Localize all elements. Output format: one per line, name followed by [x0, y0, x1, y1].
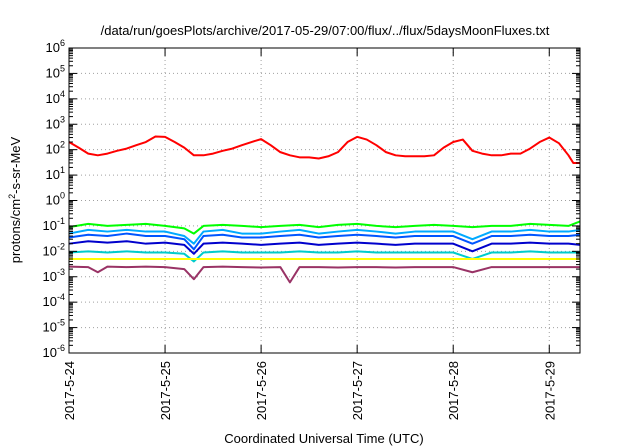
y-tick-base: 10 — [43, 218, 57, 233]
x-tick-label: 2017-5-29 — [542, 361, 557, 420]
y-tick-base: 10 — [46, 65, 60, 80]
series-line-4 — [68, 232, 581, 251]
grid-lines — [69, 48, 580, 353]
x-ticks: 2017-5-24 2017-5-25 2017-5-26 2017-5-27 2017… — [62, 48, 557, 420]
y-tick-base: 10 — [43, 320, 57, 335]
series-lines — [68, 135, 581, 284]
x-tick-label: 2017-5-25 — [158, 361, 173, 420]
y-tick-base: 10 — [43, 269, 57, 284]
y-tick-exponent: 0 — [60, 191, 65, 201]
y-tick-exponent: -1 — [57, 216, 65, 226]
y-tick-base: 10 — [46, 91, 60, 106]
x-tick-label: 2017-5-26 — [254, 361, 269, 420]
series-line-6 — [68, 250, 580, 263]
y-tick-label: 104 — [46, 89, 65, 106]
y-axis-title-base: protons/cm — [8, 199, 23, 263]
series-line-5 — [68, 240, 581, 255]
y-tick-exponent: -5 — [57, 318, 65, 328]
y-tick-base: 10 — [46, 167, 60, 182]
series-line-1 — [68, 135, 580, 164]
y-tick-exponent: -3 — [57, 267, 65, 277]
y-tick-label: 103 — [46, 114, 65, 131]
series-line-2 — [68, 220, 581, 235]
y-tick-base: 10 — [46, 40, 60, 55]
x-tick-label: 2017-5-27 — [350, 361, 365, 420]
y-tick-label: 10-3 — [43, 267, 65, 284]
y-tick-exponent: 1 — [60, 165, 65, 175]
x-tick-label: 2017-5-24 — [62, 361, 77, 420]
y-tick-exponent: 4 — [60, 89, 65, 99]
series-line-3 — [68, 228, 581, 245]
y-tick-base: 10 — [43, 345, 57, 360]
y-tick-label: 10-2 — [43, 241, 65, 258]
y-tick-label: 10-1 — [43, 216, 65, 233]
y-tick-exponent: 6 — [60, 38, 65, 48]
y-axis-title-sup: 2 — [7, 194, 17, 199]
chart-title: /data/run/goesPlots/archive/2017-05-29/0… — [101, 23, 550, 38]
y-axis-title: protons/cm2-s-sr-MeV — [7, 136, 23, 263]
y-tick-label: 105 — [46, 63, 65, 80]
y-tick-base: 10 — [43, 294, 57, 309]
y-tick-exponent: 5 — [60, 63, 65, 73]
x-axis-title: Coordinated Universal Time (UTC) — [224, 431, 423, 446]
x-tick-label: 2017-5-28 — [446, 361, 461, 420]
y-tick-label: 106 — [46, 38, 65, 55]
series-line-8 — [68, 265, 580, 284]
y-axis-title-rest: -s-sr-MeV — [8, 136, 23, 193]
y-tick-label: 101 — [46, 165, 65, 182]
y-tick-label: 102 — [46, 140, 65, 157]
y-tick-base: 10 — [46, 116, 60, 131]
y-tick-exponent: 2 — [60, 140, 65, 150]
y-tick-label: 10-5 — [43, 318, 65, 335]
y-tick-label: 10-4 — [43, 292, 65, 309]
y-tick-label: 10-6 — [43, 343, 65, 360]
y-ticks: 10-610-510-410-310-210-11001011021031041… — [43, 38, 580, 360]
y-tick-base: 10 — [46, 142, 60, 157]
y-tick-base: 10 — [46, 193, 60, 208]
y-tick-exponent: 3 — [60, 114, 65, 124]
y-tick-base: 10 — [43, 243, 57, 258]
y-tick-exponent: -2 — [57, 241, 65, 251]
y-tick-label: 100 — [46, 191, 65, 208]
y-tick-exponent: -4 — [57, 292, 65, 302]
y-tick-exponent: -6 — [57, 343, 65, 353]
